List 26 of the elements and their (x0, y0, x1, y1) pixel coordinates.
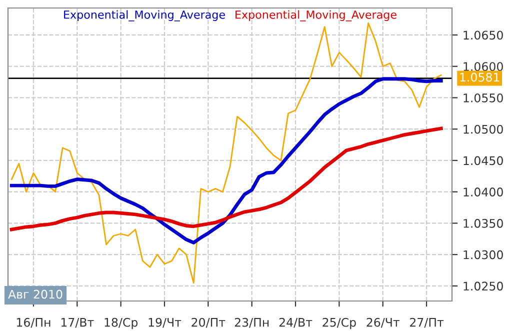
x-tick-label: 25/Ср (322, 318, 356, 330)
y-tick-label: 1.0250 (464, 282, 503, 291)
x-tick-label: 19/Чт (148, 318, 182, 328)
ref-line-label: 1.0581 (460, 72, 500, 82)
y-tick-label: 1.0300 (464, 250, 503, 260)
line-series (10, 77, 443, 244)
x-tick-label: 24/Вт (279, 318, 312, 328)
x-tick-label: 26/Чт (366, 318, 400, 328)
line-series (10, 22, 442, 284)
x-tick-label: 16/Пн (16, 318, 50, 328)
x-tick-label: 23/Пн (234, 318, 269, 328)
y-tick-label: 1.0500 (464, 124, 503, 134)
text: Exponential_Moving_Average (64, 10, 225, 22)
y-tick-label: 1.0600 (464, 62, 503, 71)
y-tick-label: 1.0650 (464, 30, 503, 40)
y-tick-label: 1.0400 (464, 188, 503, 196)
annotation: Авг 2010 (8, 290, 62, 299)
y-tick-label: 1.0550 (464, 93, 503, 102)
x-tick-label: 18/Ср (104, 318, 138, 330)
y-tick-label: 1.0450 (464, 156, 503, 166)
x-tick-label: 17/Вт (61, 318, 94, 328)
text: Exponential_Moving_Average (236, 10, 396, 22)
y-tick-label: 1.0350 (464, 218, 503, 228)
x-tick-label: 20/Пт (192, 318, 226, 328)
line-series (10, 126, 443, 232)
x-tick-label: 27/Пт (410, 318, 444, 328)
